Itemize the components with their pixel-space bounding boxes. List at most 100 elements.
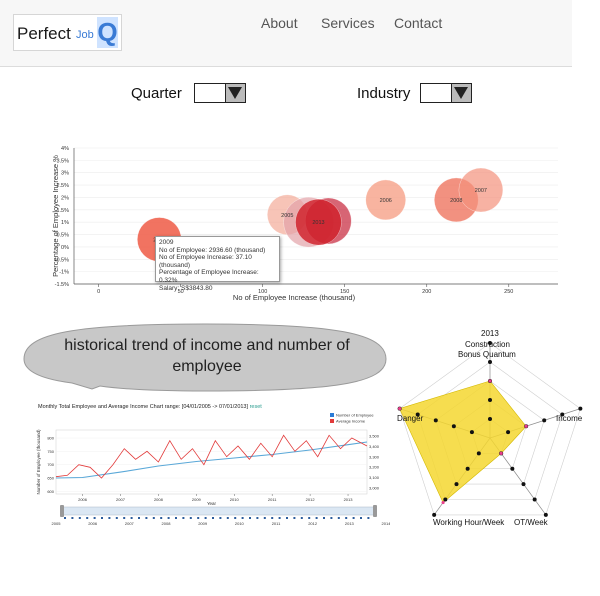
range-brush-mark <box>323 517 325 519</box>
range-brush-mark <box>337 517 340 519</box>
line-x-tick-label: 2007 <box>116 497 126 502</box>
range-brush-right-handle <box>373 505 377 517</box>
range-brush-mark <box>249 517 251 519</box>
logo-text-job: Job <box>76 29 94 41</box>
quarter-label: Quarter <box>131 85 182 102</box>
logo-text-perfect: Perfect <box>17 24 71 43</box>
bubble-point-label: 2013 <box>312 220 324 226</box>
bubble-x-tick-label: 200 <box>422 289 431 295</box>
bubble-x-axis-title: No of Employee Increase (thousand) <box>233 293 356 302</box>
range-brush-mark <box>300 517 303 519</box>
line-right-y-tick-label: 3,000 <box>369 486 380 491</box>
bubble-point-label: 2005 <box>281 213 293 219</box>
range-brush-mark <box>71 517 74 519</box>
bubble-y-tick-label: 2% <box>61 195 69 201</box>
bubble-y-tick-label: 1% <box>61 220 69 226</box>
line-plot-area <box>55 429 368 495</box>
line-x-tick-label: 2011 <box>268 497 277 502</box>
range-brush-mark <box>241 517 244 519</box>
dropdown-arrow-icon[interactable] <box>451 84 471 102</box>
bubble-chart[interactable]: -1.5% -1% -0.5% 0% 0.5% 1% 1.5% 2% 2.5% 3% 3.5% 4% 0… <box>48 143 563 305</box>
range-brush-mark <box>197 517 200 519</box>
range-brush-mark <box>145 517 148 519</box>
radar-title: 2013 <box>481 329 499 338</box>
radar-dot <box>488 360 492 364</box>
radar-dot <box>454 482 459 487</box>
range-brush-mark <box>330 517 333 519</box>
line-x-tick-label: 2010 <box>230 497 240 502</box>
range-brush-mark <box>189 517 192 519</box>
site-logo[interactable]: Perfect Job Q <box>13 14 122 51</box>
radar-label-working-hour: Working Hour/Week <box>433 518 505 527</box>
radar-dot <box>488 417 492 421</box>
brush-tick-label: 2007 <box>125 521 135 526</box>
line-x-tick-label: 2013 <box>344 497 354 502</box>
logo-q-icon: Q <box>97 17 118 48</box>
bubble-point <box>458 167 504 213</box>
nav-contact-link[interactable]: Contact <box>394 15 443 31</box>
bubble-y-tick-label: 0.5% <box>56 233 69 239</box>
radar-label-income: Income <box>556 414 583 423</box>
range-brush-mark <box>278 517 281 519</box>
radar-value-point <box>524 424 528 428</box>
radar-value-point <box>499 451 503 455</box>
radar-dot <box>443 497 448 502</box>
range-brush-mark <box>345 517 348 519</box>
nav-services-link[interactable]: Services <box>321 15 375 31</box>
radar-value-area <box>399 380 527 504</box>
bubble-point <box>295 198 342 246</box>
range-brush-mark <box>138 517 140 519</box>
brush-tick-label: 2010 <box>235 521 245 526</box>
line-left-y-tick-label: 800 <box>47 436 54 441</box>
line-right-y-tick-label: 3,100 <box>369 475 380 480</box>
brush-tick-label: 2008 <box>162 521 172 526</box>
radar-dot <box>560 412 565 417</box>
quarter-select[interactable] <box>194 83 246 103</box>
industry-select[interactable] <box>420 83 472 103</box>
legend-swatch <box>330 413 334 417</box>
callout-text: historical trend of income and number of… <box>64 337 350 375</box>
range-brush-mark <box>286 517 288 519</box>
reset-link[interactable]: reset <box>249 404 262 410</box>
legend-swatch <box>330 419 334 423</box>
range-brush-mark <box>167 517 170 519</box>
range-brush-mark <box>234 517 237 519</box>
line-left-y-tick-label: 700 <box>47 462 54 467</box>
bubble-y-tick-label: 2.5% <box>56 183 69 189</box>
dropdown-arrow-icon[interactable] <box>225 84 245 102</box>
bubble-y-axis-title: Percentage of Employee Increase % <box>51 155 60 277</box>
radar-dot <box>506 430 511 435</box>
range-brush-left-handle <box>60 505 64 517</box>
bubble-y-tick-label: -0.5% <box>55 257 69 263</box>
line-right-y-tick-label: 3,200 <box>369 465 380 470</box>
range-brush-mark <box>308 517 311 519</box>
radar-chart[interactable] <box>395 326 595 526</box>
line-chart-range: range: [04/01/2005 -> 07/01/2013] <box>164 404 249 410</box>
line-x-axis-title: Year <box>207 501 217 506</box>
radar-dot <box>521 482 526 487</box>
range-brush-mark <box>271 517 274 519</box>
line-x-tick-label: 2006 <box>78 497 88 502</box>
bubble-point-label: 2008 <box>450 198 462 204</box>
tooltip-line: Percentage of Employee Increase: 0.32% <box>159 269 259 284</box>
radar-dot <box>578 406 583 411</box>
radar-value-point <box>398 407 402 411</box>
brush-tick-label: 2005 <box>52 521 62 526</box>
radar-label-construction: Construction <box>465 340 510 349</box>
range-brush-mark <box>64 517 66 519</box>
nav-about-link[interactable]: About <box>261 15 298 31</box>
radar-dot <box>488 341 492 345</box>
line-chart-title-text: Monthly Total Employee and Average Incom… <box>38 404 164 410</box>
radar-dot <box>488 398 492 402</box>
radar-label-bonus-quantum: Bonus Quantum <box>458 350 516 359</box>
income-series-line <box>55 434 368 479</box>
line-left-y-tick-label: 750 <box>47 449 54 454</box>
radar-dot <box>476 451 481 456</box>
line-left-y-tick-label: 600 <box>47 489 54 494</box>
range-brush-mark <box>263 517 266 519</box>
line-chart[interactable]: 600 650 700 750 800 3,000 3,100 3,200 3,300 3,400… <box>34 408 390 543</box>
bubble-tooltip: 2009 No of Employee: 2936.60 (thousand) … <box>155 236 280 292</box>
bubble-y-tick-label: -1.5% <box>55 282 69 288</box>
line-x-tick-label: 2012 <box>306 497 316 502</box>
radar-dot <box>542 418 547 423</box>
